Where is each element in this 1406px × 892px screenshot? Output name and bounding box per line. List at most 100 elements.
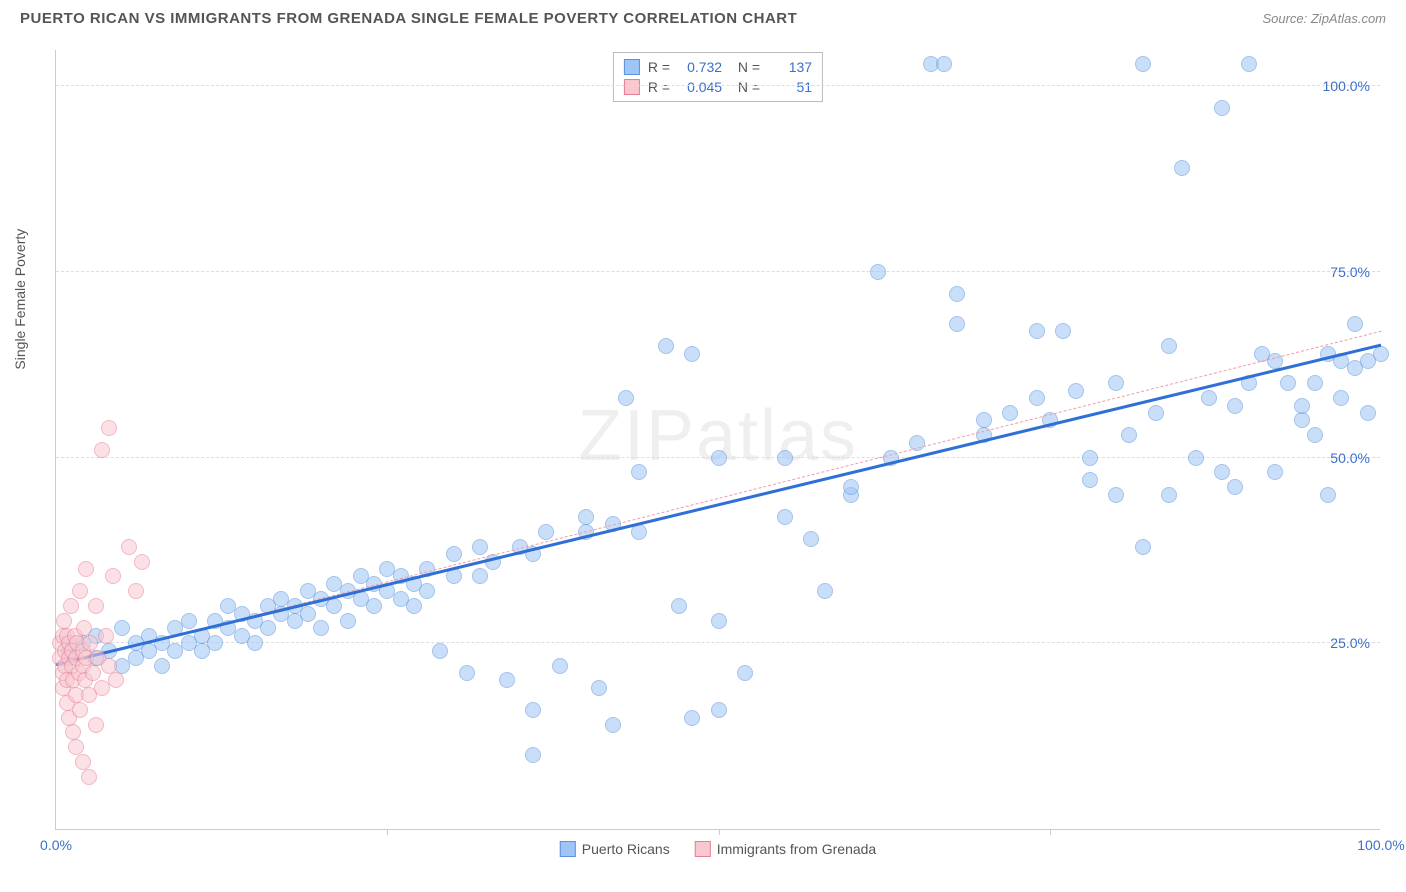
data-point	[684, 710, 700, 726]
data-point	[1307, 375, 1323, 391]
legend-swatch	[695, 841, 711, 857]
data-point	[472, 568, 488, 584]
data-point	[75, 754, 91, 770]
data-point	[658, 338, 674, 354]
legend-swatch	[560, 841, 576, 857]
data-point	[803, 531, 819, 547]
data-point	[1082, 472, 1098, 488]
data-point	[340, 613, 356, 629]
data-point	[247, 635, 263, 651]
data-point	[949, 316, 965, 332]
data-point	[777, 450, 793, 466]
data-point	[108, 672, 124, 688]
chart-title: PUERTO RICAN VS IMMIGRANTS FROM GRENADA …	[20, 10, 797, 27]
data-point	[313, 620, 329, 636]
data-point	[591, 680, 607, 696]
data-point	[1201, 390, 1217, 406]
data-point	[1082, 450, 1098, 466]
data-point	[1320, 487, 1336, 503]
data-point	[552, 658, 568, 674]
data-point	[472, 539, 488, 555]
data-point	[128, 583, 144, 599]
data-point	[1029, 323, 1045, 339]
gridline-h	[56, 85, 1380, 86]
data-point	[1055, 323, 1071, 339]
data-point	[1135, 56, 1151, 72]
data-point	[134, 554, 150, 570]
data-point	[260, 620, 276, 636]
y-tick-label: 50.0%	[1330, 450, 1370, 466]
data-point	[56, 613, 72, 629]
data-point	[936, 56, 952, 72]
stat-n-value: 51	[768, 79, 812, 95]
data-point	[1161, 487, 1177, 503]
data-point	[1294, 398, 1310, 414]
y-tick-label: 25.0%	[1330, 635, 1370, 651]
data-point	[1002, 405, 1018, 421]
data-point	[684, 346, 700, 362]
data-point	[1068, 383, 1084, 399]
y-tick-label: 75.0%	[1330, 264, 1370, 280]
data-point	[1360, 405, 1376, 421]
scatter-chart: ZIPatlas R =0.732 N =137R =0.045 N =51 P…	[55, 50, 1380, 830]
series-legend-label: Immigrants from Grenada	[717, 841, 877, 857]
data-point	[63, 598, 79, 614]
data-point	[76, 620, 92, 636]
stat-n-label: N =	[730, 59, 760, 75]
data-point	[1227, 398, 1243, 414]
data-point	[1333, 390, 1349, 406]
data-point	[88, 717, 104, 733]
data-point	[631, 464, 647, 480]
x-tick-mark	[387, 829, 388, 835]
data-point	[1029, 390, 1045, 406]
y-tick-label: 100.0%	[1323, 78, 1370, 94]
legend-swatch	[624, 59, 640, 75]
data-point	[499, 672, 515, 688]
gridline-h	[56, 271, 1380, 272]
y-axis-label: Single Female Poverty	[12, 229, 28, 370]
data-point	[538, 524, 554, 540]
data-point	[68, 739, 84, 755]
data-point	[446, 546, 462, 562]
data-point	[101, 420, 117, 436]
data-point	[366, 598, 382, 614]
data-point	[81, 769, 97, 785]
data-point	[88, 598, 104, 614]
stat-r-value: 0.732	[678, 59, 722, 75]
data-point	[207, 635, 223, 651]
data-point	[72, 583, 88, 599]
data-point	[711, 613, 727, 629]
data-point	[618, 390, 634, 406]
series-legend-label: Puerto Ricans	[582, 841, 670, 857]
data-point	[525, 702, 541, 718]
stats-legend: R =0.732 N =137R =0.045 N =51	[613, 52, 823, 102]
stats-legend-row: R =0.045 N =51	[624, 77, 812, 97]
data-point	[78, 561, 94, 577]
stat-r-label: R =	[648, 79, 670, 95]
data-point	[419, 583, 435, 599]
x-tick-mark	[1050, 829, 1051, 835]
data-point	[326, 598, 342, 614]
x-tick-label: 0.0%	[40, 837, 72, 853]
data-point	[1267, 464, 1283, 480]
series-legend-item: Immigrants from Grenada	[695, 841, 877, 857]
data-point	[72, 702, 88, 718]
data-point	[737, 665, 753, 681]
data-point	[605, 717, 621, 733]
data-point	[85, 665, 101, 681]
data-point	[406, 598, 422, 614]
data-point	[1108, 375, 1124, 391]
data-point	[121, 539, 137, 555]
data-point	[1108, 487, 1124, 503]
x-tick-mark	[719, 829, 720, 835]
data-point	[1214, 464, 1230, 480]
data-point	[817, 583, 833, 599]
data-point	[181, 613, 197, 629]
stats-legend-row: R =0.732 N =137	[624, 57, 812, 77]
data-point	[300, 606, 316, 622]
x-tick-label: 100.0%	[1357, 837, 1404, 853]
data-point	[1347, 316, 1363, 332]
data-point	[82, 635, 98, 651]
data-point	[101, 658, 117, 674]
data-point	[870, 264, 886, 280]
